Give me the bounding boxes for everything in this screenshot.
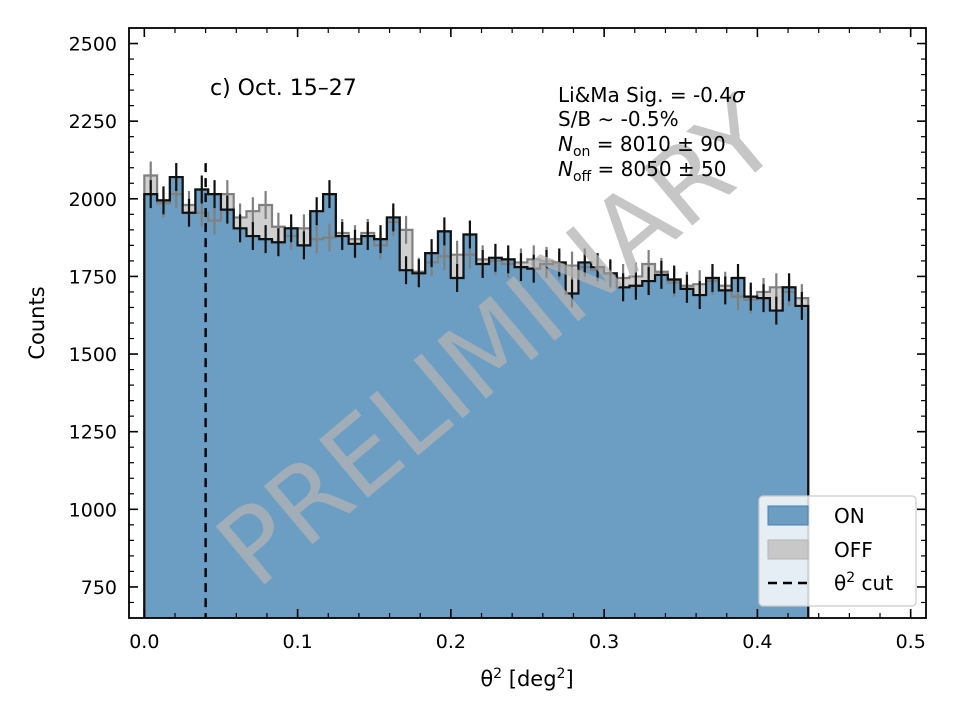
legend-off-swatch	[767, 539, 809, 560]
y-tick-label: 1250	[69, 422, 117, 444]
on-bar	[603, 273, 618, 618]
legend-on-swatch	[767, 505, 809, 526]
on-bar	[297, 245, 311, 618]
legend: ON OFF θ2 cut	[758, 495, 917, 607]
on-bar	[284, 228, 298, 618]
on-bar	[565, 293, 579, 618]
on-bar	[335, 236, 350, 618]
on-bar	[642, 281, 656, 618]
y-tick-label: 2250	[69, 111, 117, 133]
on-error-bars	[149, 163, 803, 325]
on-bar	[182, 212, 196, 618]
x-axis-ticks: 0.0 0.1 0.2 0.3 0.4 0.5	[129, 28, 926, 653]
on-bar	[706, 277, 720, 618]
on-bar	[718, 290, 733, 618]
on-bar	[655, 274, 669, 618]
on-bar	[527, 268, 541, 618]
x-tick-label: 0.4	[742, 631, 772, 653]
on-bar	[616, 287, 630, 618]
x-tick-label: 0.2	[436, 631, 466, 653]
on-bar	[399, 270, 413, 618]
on-bar	[463, 234, 477, 618]
on-bar	[220, 209, 235, 618]
on-bar	[450, 277, 464, 618]
x-tick-label: 0.0	[129, 631, 159, 653]
on-bar	[361, 236, 375, 618]
plot-area	[143, 161, 810, 618]
lima-significance: Li&Ma Sig. = -0.4σ	[558, 83, 746, 107]
stats-box: Li&Ma Sig. = -0.4σ S/B ∼ -0.5% Non = 801…	[558, 83, 746, 185]
on-bar	[246, 236, 260, 618]
on-bar	[412, 273, 426, 618]
on-bar	[693, 295, 707, 618]
on-bar	[208, 194, 222, 618]
on-bar	[386, 217, 401, 618]
legend-on-label: ON	[834, 504, 865, 528]
on-bar	[680, 288, 694, 618]
on-bar	[272, 242, 286, 618]
n-on-count: Non = 8010 ± 90	[558, 132, 726, 160]
on-bar	[591, 267, 605, 618]
on-bar	[348, 243, 362, 618]
x-tick-label: 0.1	[282, 631, 312, 653]
on-bar	[259, 239, 273, 618]
y-tick-label: 750	[81, 577, 117, 599]
y-tick-label: 1500	[69, 344, 117, 366]
on-bar	[233, 228, 247, 618]
x-tick-label: 0.5	[896, 631, 926, 653]
on-bar	[489, 257, 503, 618]
on-bar	[169, 177, 184, 618]
on-bar	[374, 239, 388, 618]
on-bar	[552, 262, 567, 618]
on-bar	[731, 277, 745, 618]
y-tick-label: 1750	[69, 266, 117, 288]
legend-cut-label: θ2 cut	[834, 570, 893, 595]
on-bar	[437, 231, 452, 618]
on-bar	[540, 264, 554, 618]
on-bar	[144, 194, 158, 618]
y-axis-ticks: 750 1000 1250 1500 1750 2000 2250 2500	[69, 34, 926, 604]
legend-off-label: OFF	[834, 538, 873, 562]
on-bar	[476, 264, 490, 618]
on-bar	[578, 262, 592, 618]
on-bar	[157, 200, 171, 618]
on-bar	[744, 296, 758, 618]
y-tick-label: 2500	[69, 34, 117, 56]
on-bar	[310, 211, 324, 618]
off-bar	[259, 205, 273, 240]
on-bar	[323, 194, 337, 618]
on-bar	[629, 285, 643, 618]
on-bar	[501, 259, 515, 618]
on-bar	[514, 267, 528, 618]
y-tick-label: 2000	[69, 189, 117, 211]
y-tick-label: 1000	[69, 499, 117, 521]
on-bar	[425, 253, 439, 618]
x-tick-label: 0.3	[589, 631, 619, 653]
on-bar	[667, 279, 681, 618]
n-off-count: Noff = 8050 ± 50	[558, 157, 726, 185]
signal-background-ratio: S/B ∼ -0.5%	[558, 107, 679, 131]
y-axis-label: Counts	[25, 286, 49, 359]
panel-label: c) Oct. 15–27	[210, 76, 357, 101]
off-bar	[399, 229, 413, 271]
